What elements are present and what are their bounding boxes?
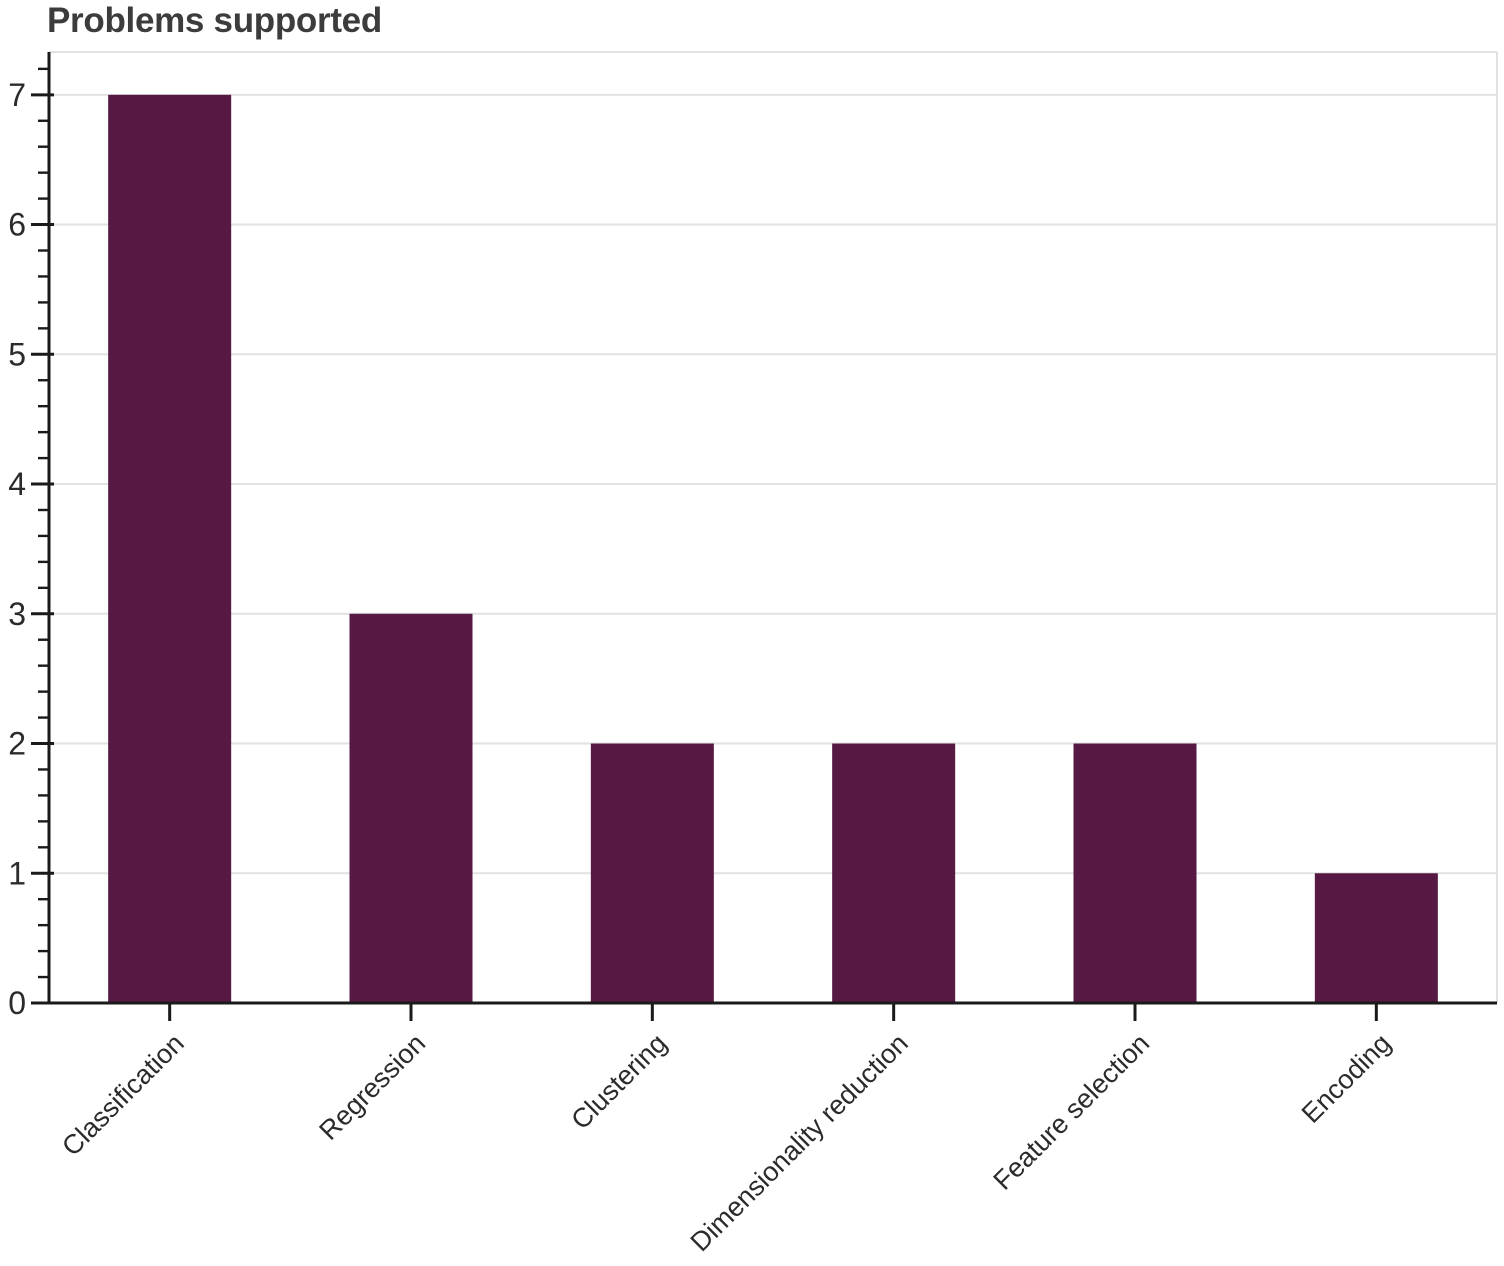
y-tick-label-3: 3 bbox=[8, 596, 26, 632]
y-tick-label-7: 7 bbox=[8, 77, 26, 113]
bar-dimensionality-reduction bbox=[832, 743, 956, 1003]
x-tick-label-encoding: Encoding bbox=[1296, 1028, 1397, 1129]
x-tick-label-feature-selection: Feature selection bbox=[988, 1028, 1156, 1196]
bar-encoding bbox=[1314, 873, 1438, 1003]
y-tick-label-2: 2 bbox=[8, 726, 26, 762]
y-tick-label-4: 4 bbox=[8, 466, 26, 502]
x-tick-label-clustering: Clustering bbox=[565, 1028, 672, 1135]
chart-title: Problems supported bbox=[47, 1, 382, 40]
bar-regression bbox=[349, 613, 473, 1003]
y-tick-label-0: 0 bbox=[8, 985, 26, 1021]
y-tick-label-6: 6 bbox=[8, 207, 26, 243]
bar-feature-selection bbox=[1073, 743, 1197, 1003]
bar-classification bbox=[108, 94, 232, 1004]
y-tick-label-1: 1 bbox=[8, 855, 26, 891]
x-tick-label-regression: Regression bbox=[313, 1028, 431, 1146]
bar-clustering bbox=[590, 743, 714, 1003]
x-tick-label-dimensionality-reduction: Dimensionality reduction bbox=[685, 1028, 914, 1257]
x-tick-label-classification: Classification bbox=[56, 1028, 190, 1162]
y-tick-label-5: 5 bbox=[8, 336, 26, 372]
